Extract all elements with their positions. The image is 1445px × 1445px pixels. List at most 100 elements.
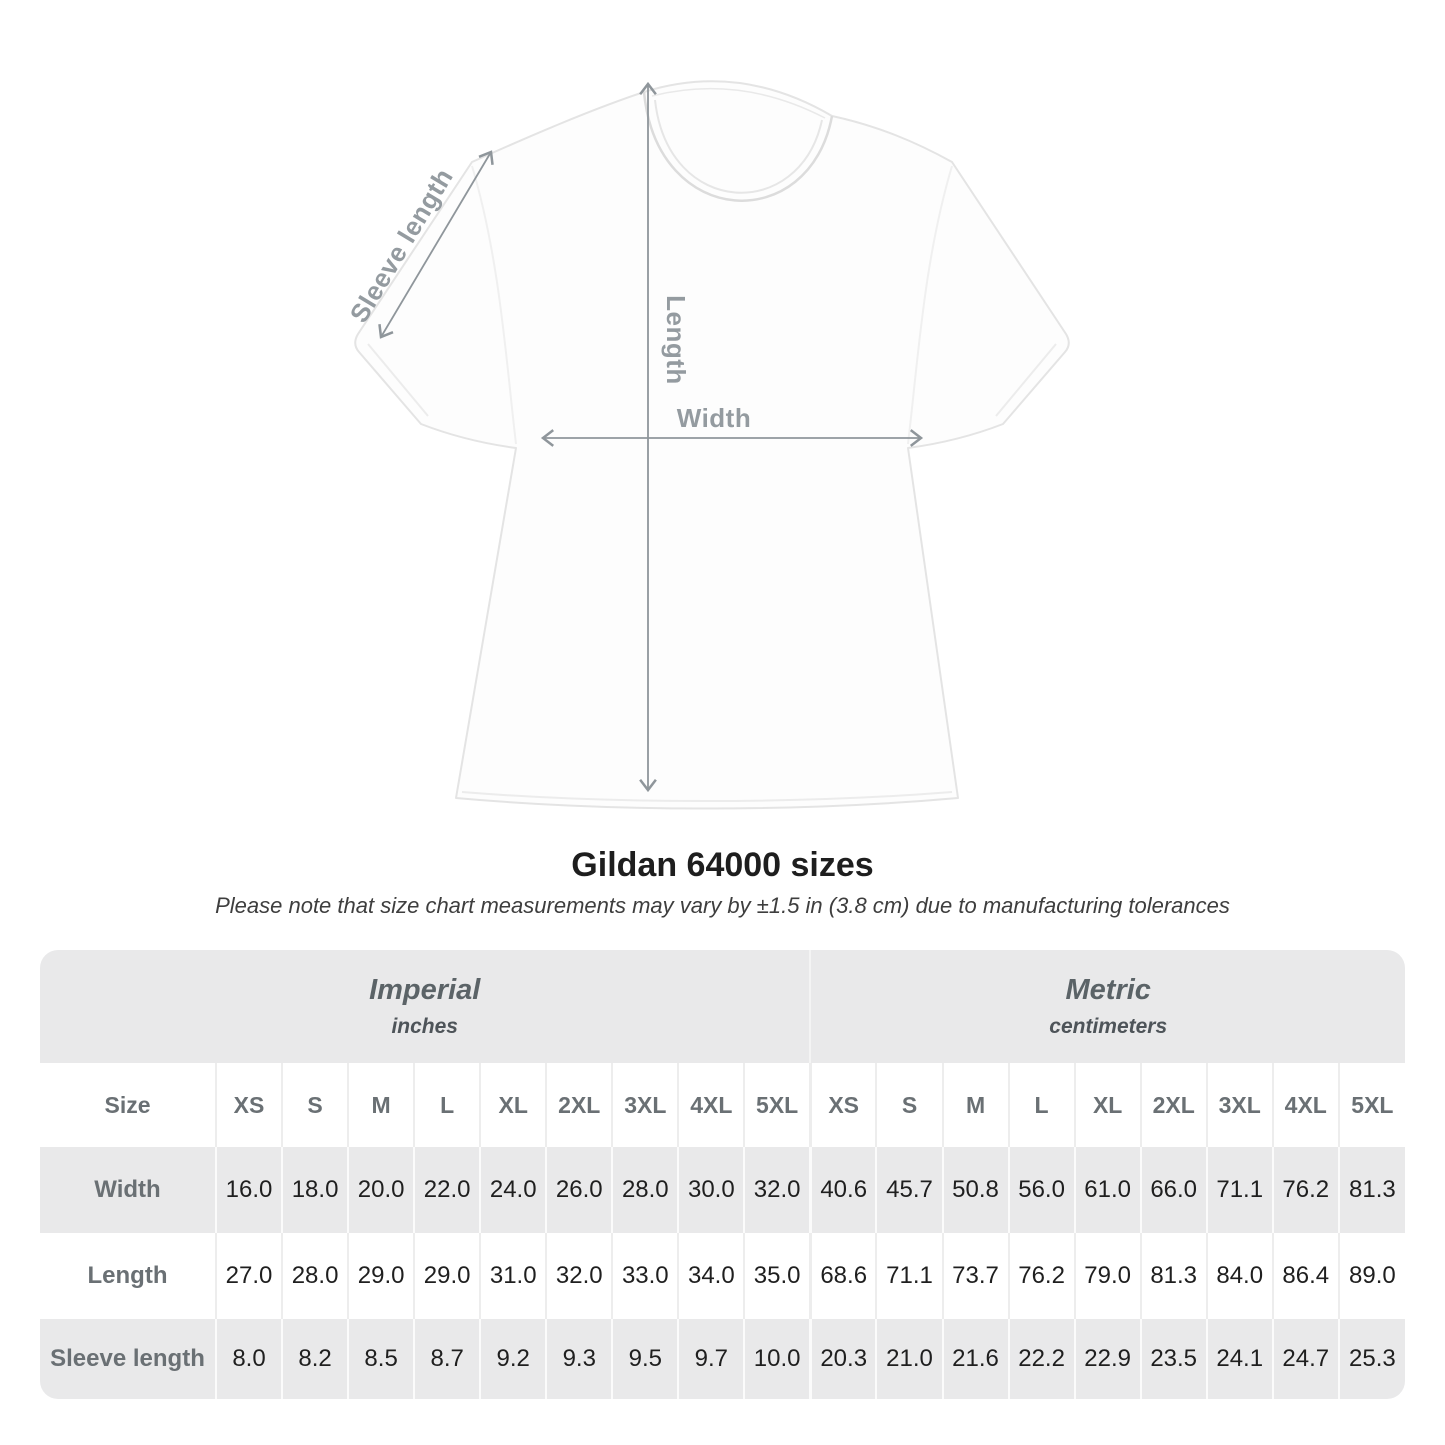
- imperial-unit: inches: [391, 1015, 458, 1038]
- imperial-header: Imperial inches: [40, 950, 811, 1063]
- value-cell: 31.0: [479, 1233, 547, 1319]
- value-cell: 32.0: [743, 1147, 811, 1233]
- left-cuff-hem-line: [367, 343, 429, 417]
- value-cell: 18.0: [281, 1147, 349, 1233]
- value-cell: 26.0: [545, 1147, 613, 1233]
- value-cell: 33.0: [611, 1233, 679, 1319]
- size-header-cell: 5XL: [1337, 1063, 1405, 1147]
- right-cuff-hem-line: [995, 343, 1057, 417]
- value-cell: 9.2: [479, 1319, 547, 1399]
- size-header-cell: 3XL: [611, 1063, 679, 1147]
- value-cell: 9.5: [611, 1319, 679, 1399]
- collar-rib-line: [654, 99, 823, 194]
- imperial-title: Imperial: [369, 974, 481, 1006]
- value-cell: 8.5: [347, 1319, 415, 1399]
- value-cell: 84.0: [1205, 1233, 1273, 1319]
- value-cell: 20.3: [808, 1319, 877, 1399]
- metric-header: Metric centimeters: [809, 950, 1405, 1063]
- size-header-cell: 2XL: [1139, 1063, 1207, 1147]
- size-header-row: Size XS S M L XL 2XL 3XL 4XL 5XL XS S M …: [40, 1063, 1405, 1147]
- row-label-cell: Length: [87, 1262, 168, 1289]
- value-cell: 89.0: [1337, 1233, 1405, 1319]
- value-cell: 86.4: [1271, 1233, 1339, 1319]
- value-cell: 34.0: [677, 1233, 745, 1319]
- value-cell: 8.7: [413, 1319, 481, 1399]
- value-cell: 79.0: [1073, 1233, 1141, 1319]
- size-header-cell: XL: [479, 1063, 547, 1147]
- size-header-cell: 3XL: [1205, 1063, 1273, 1147]
- value-cell: 68.6: [808, 1233, 877, 1319]
- size-header-cell: L: [1007, 1063, 1075, 1147]
- length-label: Length: [661, 295, 691, 385]
- value-cell: 8.2: [281, 1319, 349, 1399]
- value-cell: 45.7: [875, 1147, 943, 1233]
- size-header-cell: XS: [214, 1063, 283, 1147]
- table-row-width: Width 16.0 18.0 20.0 22.0 24.0 26.0 28.0…: [40, 1147, 1405, 1233]
- value-cell: 22.9: [1073, 1319, 1141, 1399]
- tshirt-illustration: [354, 80, 1070, 810]
- value-cell: 23.5: [1139, 1319, 1207, 1399]
- value-cell: 21.6: [941, 1319, 1009, 1399]
- value-cell: 25.3: [1337, 1319, 1405, 1399]
- right-armhole-seam: [907, 165, 953, 445]
- tshirt-body: [354, 80, 1070, 810]
- value-cell: 56.0: [1007, 1147, 1075, 1233]
- value-cell: 24.1: [1205, 1319, 1273, 1399]
- value-cell: 66.0: [1139, 1147, 1207, 1233]
- metric-unit: centimeters: [1049, 1015, 1168, 1038]
- value-cell: 29.0: [347, 1233, 415, 1319]
- bottom-hem-line: [461, 791, 953, 802]
- value-cell: 9.3: [545, 1319, 613, 1399]
- value-cell: 35.0: [743, 1233, 811, 1319]
- table-row-sleeve-length: Sleeve length 8.0 8.2 8.5 8.7 9.2 9.3 9.…: [40, 1319, 1405, 1399]
- value-cell: 71.1: [875, 1233, 943, 1319]
- size-header-cell: S: [281, 1063, 349, 1147]
- tolerance-note: Please note that size chart measurements…: [215, 893, 1230, 918]
- size-table-grid: Imperial inches Metric centimeters Size …: [40, 950, 1405, 1399]
- metric-title: Metric: [1065, 974, 1151, 1006]
- size-header-cell: 2XL: [545, 1063, 613, 1147]
- collar-back-line: [651, 87, 826, 119]
- size-header-cell: S: [875, 1063, 943, 1147]
- value-cell: 81.3: [1337, 1147, 1405, 1233]
- value-cell: 27.0: [214, 1233, 283, 1319]
- value-cell: 22.0: [413, 1147, 481, 1233]
- value-cell: 76.2: [1007, 1233, 1075, 1319]
- row-label-cell: Width: [94, 1176, 161, 1203]
- value-cell: 50.8: [941, 1147, 1009, 1233]
- size-header-cell: 4XL: [677, 1063, 745, 1147]
- value-cell: 61.0: [1073, 1147, 1141, 1233]
- page-title: Gildan 64000 sizes: [571, 846, 874, 884]
- row-label-cell: Sleeve length: [50, 1345, 205, 1372]
- value-cell: 30.0: [677, 1147, 745, 1233]
- value-cell: 73.7: [941, 1233, 1009, 1319]
- table-row-length: Length 27.0 28.0 29.0 29.0 31.0 32.0 33.…: [40, 1233, 1405, 1319]
- value-cell: 10.0: [743, 1319, 811, 1399]
- unit-header-row: Imperial inches Metric centimeters: [40, 950, 1405, 1063]
- value-cell: 9.7: [677, 1319, 745, 1399]
- size-row-label: Size: [104, 1091, 151, 1118]
- value-cell: 32.0: [545, 1233, 613, 1319]
- value-cell: 20.0: [347, 1147, 415, 1233]
- value-cell: 81.3: [1139, 1233, 1207, 1319]
- width-label: Width: [677, 403, 751, 433]
- size-header-cell: M: [347, 1063, 415, 1147]
- size-header-cell: XL: [1073, 1063, 1141, 1147]
- value-cell: 22.2: [1007, 1319, 1075, 1399]
- value-cell: 71.1: [1205, 1147, 1273, 1233]
- sleeve-length-arrow: [378, 150, 494, 339]
- value-cell: 29.0: [413, 1233, 481, 1319]
- value-cell: 21.0: [875, 1319, 943, 1399]
- size-header-cell: M: [941, 1063, 1009, 1147]
- value-cell: 40.6: [808, 1147, 877, 1233]
- value-cell: 76.2: [1271, 1147, 1339, 1233]
- size-header-cell: 5XL: [743, 1063, 811, 1147]
- value-cell: 28.0: [281, 1233, 349, 1319]
- value-cell: 24.0: [479, 1147, 547, 1233]
- value-cell: 8.0: [214, 1319, 283, 1399]
- value-cell: 24.7: [1271, 1319, 1339, 1399]
- size-table: Imperial inches Metric centimeters Size …: [40, 950, 1405, 1399]
- value-cell: 28.0: [611, 1147, 679, 1233]
- size-header-cell: 4XL: [1271, 1063, 1339, 1147]
